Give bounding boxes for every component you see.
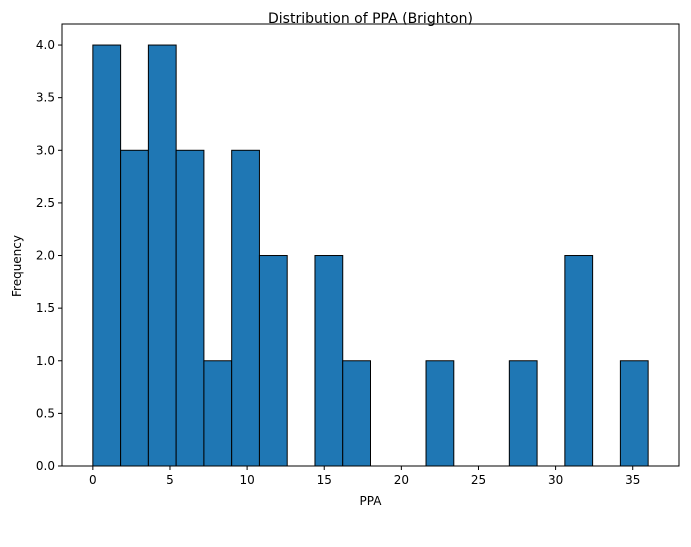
y-tick-label: 0.0: [36, 459, 55, 473]
histogram-bar: [175, 149, 205, 467]
histogram-bar: [120, 149, 149, 467]
y-tick-label: 0.5: [36, 406, 55, 420]
y-tick-label: 1.0: [36, 354, 55, 368]
histogram-bar: [425, 360, 455, 467]
histogram-bar: [258, 255, 288, 467]
x-axis-title: PPA: [360, 494, 383, 508]
y-tick-label: 3.5: [36, 91, 55, 105]
histogram-bar: [231, 149, 260, 467]
histogram-bar: [92, 44, 122, 467]
plot-frame: [61, 23, 680, 467]
y-axis-ticks: 0.0 0.5 1.0 1.5 2.0 2.5 3.0 3.5 4.0: [36, 38, 62, 473]
x-tick-label: 15: [317, 473, 332, 487]
x-tick-label: 10: [239, 473, 254, 487]
histogram-bar: [314, 255, 344, 467]
histogram-bar: [508, 360, 538, 467]
y-tick-label: 1.5: [36, 301, 55, 315]
x-axis-ticks: 0 5 10 15 20 25 30 35: [89, 466, 640, 487]
histogram-bar: [564, 255, 594, 467]
bars-group: [92, 44, 649, 467]
y-tick-label: 3.0: [36, 143, 55, 157]
y-axis-title: Frequency: [10, 235, 24, 297]
x-tick-label: 35: [625, 473, 640, 487]
x-tick-label: 5: [166, 473, 174, 487]
x-tick-label: 30: [548, 473, 563, 487]
x-tick-label: 0: [89, 473, 97, 487]
y-tick-label: 4.0: [36, 38, 55, 52]
x-tick-label: 25: [471, 473, 486, 487]
histogram-bar: [619, 360, 649, 467]
histogram-bar: [147, 44, 177, 467]
y-tick-label: 2.5: [36, 196, 55, 210]
histogram-bar: [342, 360, 371, 467]
histogram-bar: [203, 360, 233, 467]
chart-title: Distribution of PPA (Brighton): [268, 11, 473, 27]
y-tick-label: 2.0: [36, 249, 55, 263]
x-tick-label: 20: [394, 473, 409, 487]
